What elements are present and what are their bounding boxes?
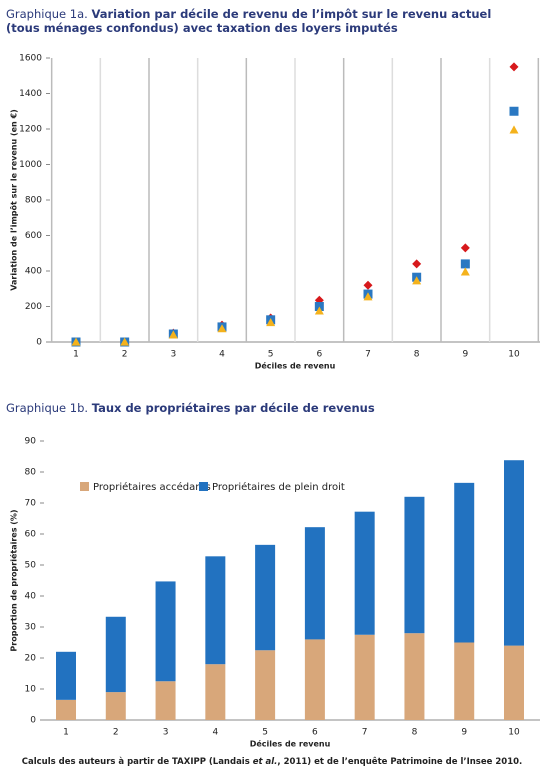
x-tick-label: 2 (113, 728, 119, 738)
bar-segment (304, 639, 325, 720)
bar-segment (255, 650, 276, 720)
x-tick-label: 10 (508, 728, 520, 738)
source-part: et al. (253, 757, 278, 767)
bar-segment (504, 645, 524, 720)
y-tick-label: 30 (25, 623, 37, 633)
bar-segment (56, 699, 76, 720)
x-axis-label: Déciles de revenu (255, 361, 336, 371)
y-tick-label: 0 (36, 338, 42, 348)
source-part: Calculs des auteurs à partir de TAXIPP (… (22, 757, 253, 767)
y-tick-label: 1000 (19, 160, 42, 170)
y-axis-label: Proportion de propriétaires (%) (9, 509, 19, 651)
marker (168, 330, 178, 339)
bar-segment (404, 633, 425, 720)
x-tick-label: 6 (312, 728, 318, 738)
y-tick-label: 400 (25, 267, 42, 277)
bar-segment (504, 460, 524, 646)
y-tick-label: 80 (25, 468, 37, 478)
chart-title: Graphique 1a. Variation par décile de re… (6, 7, 491, 21)
legend-label: Propriétaires accédants (93, 481, 211, 493)
x-tick-label: 9 (462, 350, 468, 360)
bar-segment (255, 544, 276, 651)
marker (412, 259, 422, 269)
legend-swatch (199, 482, 208, 491)
y-tick-label: 20 (25, 654, 37, 664)
marker (460, 267, 470, 276)
x-tick-label: 1 (63, 728, 69, 738)
x-tick-label: 8 (414, 350, 420, 360)
y-tick-label: 600 (25, 231, 42, 241)
bar-segment (205, 556, 226, 665)
bar-segment (155, 581, 176, 682)
bar-segment (155, 681, 176, 720)
x-axis-label: Déciles de revenu (250, 739, 331, 749)
marker (363, 292, 373, 301)
x-tick-label: 7 (362, 728, 368, 738)
chart-label: Graphique 1b. (6, 401, 92, 415)
y-tick-label: 40 (25, 592, 37, 602)
marker (120, 337, 130, 346)
y-tick-label: 1600 (19, 54, 42, 64)
x-tick-label: 9 (461, 728, 467, 738)
marker (460, 243, 470, 253)
x-tick-label: 4 (212, 728, 218, 738)
bar-segment (454, 642, 475, 720)
marker (217, 324, 227, 333)
marker (509, 125, 519, 134)
bar-segment (354, 511, 375, 635)
x-tick-label: 10 (508, 350, 520, 360)
x-tick-label: 8 (412, 728, 418, 738)
x-tick-label: 5 (268, 350, 274, 360)
marker (314, 306, 324, 315)
y-tick-label: 70 (25, 499, 37, 509)
source-note: Calculs des auteurs à partir de TAXIPP (… (22, 756, 523, 767)
x-tick-label: 1 (73, 350, 79, 360)
y-tick-label: 1200 (19, 125, 42, 135)
y-axis-label: Variation de l’impôt sur le revenu (en €… (9, 109, 19, 291)
x-tick-label: 5 (262, 728, 268, 738)
bar-segment (404, 496, 425, 634)
y-tick-label: 1400 (19, 89, 42, 99)
y-tick-label: 0 (30, 716, 36, 726)
y-tick-label: 60 (25, 530, 37, 540)
marker (412, 276, 422, 285)
y-tick-label: 90 (25, 437, 37, 447)
marker (266, 317, 276, 327)
marker (71, 337, 81, 346)
x-tick-label: 3 (170, 350, 176, 360)
y-tick-label: 200 (25, 302, 42, 312)
marker (460, 259, 470, 269)
bar-segment (304, 527, 325, 640)
bar-segment (454, 482, 475, 643)
chart-label: Graphique 1a. (6, 7, 91, 21)
x-tick-label: 6 (316, 350, 322, 360)
marker (363, 280, 373, 290)
x-tick-label: 3 (163, 728, 169, 738)
chart-title-text: (tous ménages confondus) avec taxation d… (6, 21, 398, 35)
source-part: , 2011) et de l’enquête Patrimoine de l’… (277, 756, 522, 767)
x-tick-label: 7 (365, 350, 371, 360)
y-tick-label: 50 (25, 561, 37, 571)
marker (509, 62, 519, 72)
bar-segment (205, 664, 226, 720)
y-tick-label: 800 (25, 196, 42, 206)
chart-title: (tous ménages confondus) avec taxation d… (6, 21, 398, 35)
bar-segment (56, 651, 76, 700)
bar-segment (354, 634, 375, 720)
x-tick-label: 2 (122, 350, 128, 360)
legend-label: Propriétaires de plein droit (212, 481, 345, 493)
y-tick-label: 10 (25, 685, 37, 695)
chart-title-text: Variation par décile de revenu de l’impô… (91, 7, 491, 21)
marker (509, 106, 519, 116)
x-tick-label: 4 (219, 350, 225, 360)
bar-segment (105, 616, 126, 693)
chart-title: Graphique 1b. Taux de propriétaires par … (6, 401, 375, 415)
bar-segment (105, 692, 126, 720)
chart-title-text: Taux de propriétaires par décile de reve… (92, 401, 375, 415)
legend-swatch (80, 482, 89, 491)
